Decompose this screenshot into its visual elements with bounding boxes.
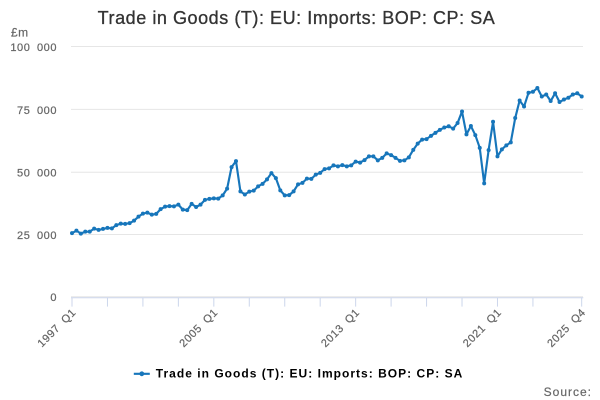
svg-text:50 000: 50 000: [17, 168, 57, 180]
svg-text:Trade in Goods (T): EU: Import: Trade in Goods (T): EU: Imports: BOP: CP…: [98, 8, 496, 28]
svg-text:100 000: 100 000: [10, 42, 57, 54]
svg-text:Trade in Goods (T): EU: Import: Trade in Goods (T): EU: Imports: BOP: CP…: [156, 367, 464, 381]
svg-text:0: 0: [50, 292, 57, 304]
svg-text:Source:: Source:: [544, 385, 592, 399]
svg-text:25 000: 25 000: [17, 230, 57, 242]
svg-text:75 000: 75 000: [17, 105, 57, 117]
svg-text:£m: £m: [11, 26, 29, 40]
